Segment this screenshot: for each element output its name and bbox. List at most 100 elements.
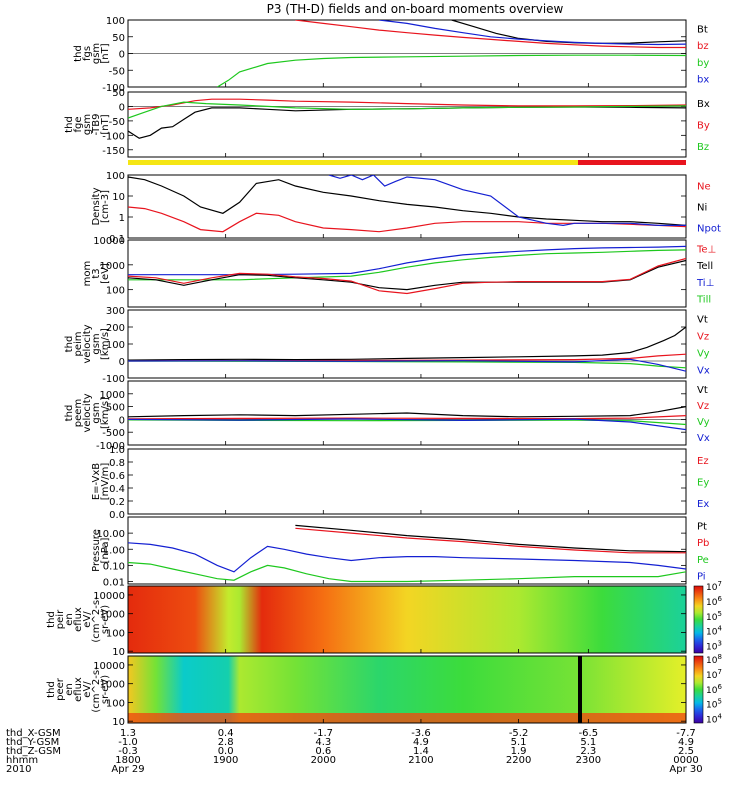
footer-value: 2.5: [678, 746, 694, 757]
y-tick-label: 300: [106, 306, 125, 317]
y-tick-label: 10: [112, 192, 125, 203]
y-tick-label: 100: [106, 286, 125, 297]
legend-By: By: [697, 121, 710, 132]
y-axis-label: [km/s]: [100, 328, 111, 360]
legend-Tell: Tell: [696, 261, 713, 272]
y-tick-label: 10000: [93, 591, 125, 602]
colorbar: [693, 585, 704, 654]
y-tick-label: 100: [106, 628, 125, 639]
series-Vx: [128, 358, 686, 372]
legend-Bx: Bx: [697, 99, 710, 110]
colorbar-tick-label: 104: [706, 713, 722, 726]
y-tick-label: 500: [106, 403, 125, 414]
y-tick-label: 10000: [93, 236, 125, 247]
footer-value: 2.8: [218, 737, 234, 748]
y-tick-label: 1000: [100, 390, 125, 401]
series-Bz: [128, 101, 686, 119]
y-axis-label: thd: [64, 116, 75, 133]
footer-value: 0.0: [218, 746, 234, 757]
legend-Till: Till: [696, 295, 711, 306]
series-Vx: [128, 418, 686, 431]
y-tick-label: 100: [106, 16, 125, 27]
y-tick-label: 10: [112, 717, 125, 728]
y-tick-label: 1000: [100, 680, 125, 691]
y-axis-label: [nT]: [100, 43, 111, 63]
legend-Ex: Ex: [697, 499, 709, 510]
footer-value: -0.3: [118, 746, 138, 757]
y-axis-label: thd: [64, 336, 75, 353]
y-tick-label: 0.6: [109, 471, 125, 482]
footer-value: -7.7: [676, 728, 696, 739]
y-axis-label: gsm: [91, 402, 102, 423]
y-tick-label: -100: [102, 374, 125, 385]
series-Vt: [128, 326, 686, 361]
legend-Ey: Ey: [697, 478, 709, 489]
footer-value: 4.9: [413, 737, 429, 748]
y-tick-label: 1: [119, 213, 125, 224]
footer-value: 2200: [506, 755, 531, 766]
y-tick-label: 100: [106, 171, 125, 182]
legend-Ni: Ni: [697, 203, 707, 214]
footer-row-label: 2010: [6, 764, 31, 775]
y-tick-label: -500: [102, 428, 125, 439]
y-axis-label: [cm-3]: [100, 190, 111, 223]
colorbar-tick-label: 108: [706, 653, 722, 666]
series-Vt: [128, 406, 686, 418]
y-axis-label: -TB9: [91, 113, 102, 135]
panel-10: 108 107 106 105 104 10000 1000 100 10 thdpeerenef…: [46, 653, 722, 728]
legend-by: by: [697, 58, 709, 69]
y-tick-label: 0.2: [109, 497, 125, 508]
footer-value: 5.1: [580, 737, 596, 748]
footer-value: 0000: [673, 755, 698, 766]
footer-value: 2300: [576, 755, 601, 766]
y-axis-label: en: [64, 683, 75, 696]
series-Te⊥: [128, 257, 686, 295]
colorbar-tick-label: 103: [706, 640, 722, 653]
figure-title: P3 (TH-D) fields and on-board moments ov…: [267, 2, 564, 16]
y-axis-label: thd: [46, 681, 57, 698]
colorbar-tick-label: 105: [706, 610, 722, 623]
series-bx: [379, 20, 686, 46]
legend-Te⊥: Te⊥: [696, 244, 716, 255]
y-tick-label: -1000: [96, 441, 125, 452]
series-Pb: [295, 527, 686, 554]
y-axis-label: Density: [91, 187, 102, 225]
panel-frame: [127, 174, 687, 239]
footer-value: 1900: [213, 755, 238, 766]
panel-frame: [127, 239, 687, 308]
footer-value: 5.1: [511, 737, 527, 748]
y-axis-label: mom: [82, 261, 93, 287]
series-Pe: [128, 561, 686, 583]
y-tick-label: 0.8: [109, 458, 125, 469]
legend-Pe: Pe: [697, 555, 709, 566]
footer-row-label: thd_X-GSM: [6, 728, 61, 739]
y-tick-label: 0: [119, 50, 125, 61]
y-tick-label: 1.00: [103, 545, 125, 556]
panel-frame: [127, 516, 687, 585]
y-axis-label: sr-eV): [100, 675, 111, 704]
y-axis-label: sr-eV): [100, 605, 111, 634]
footer-value: -6.5: [579, 728, 599, 739]
series-Till: [128, 249, 686, 281]
y-tick-label: 0.10: [103, 561, 125, 572]
footer-value: 1.9: [511, 746, 527, 757]
legend-Pi: Pi: [697, 572, 706, 583]
panel-frame: [127, 448, 687, 515]
legend-Vx: Vx: [697, 366, 710, 377]
colorbar-tick-label: 106: [706, 683, 722, 696]
footer-value: -5.2: [509, 728, 529, 739]
panel-7: 1.0 0.8 0.6 0.4 0.2 0.0 E=-VxB[mV/m] Ez Ey Ex: [91, 445, 709, 521]
y-tick-label: 0.4: [109, 484, 125, 495]
y-axis-label: velocity: [82, 324, 93, 363]
y-axis-label: velocity: [82, 393, 93, 432]
y-tick-label: 0: [119, 102, 125, 113]
footer-value: Apr 30: [669, 764, 702, 775]
y-tick-label: 100: [106, 698, 125, 709]
colorbar-tick-label: 107: [706, 668, 722, 681]
y-axis-label: eV/: [82, 611, 93, 628]
legend-Ez: Ez: [697, 456, 709, 467]
